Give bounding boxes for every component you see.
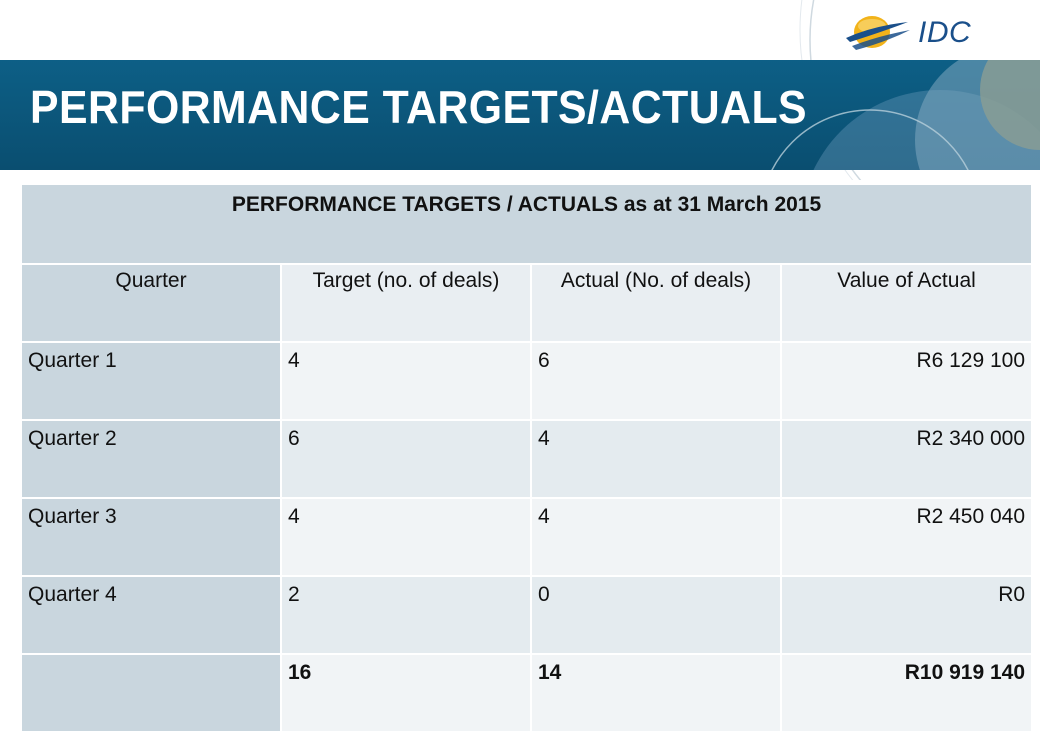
cell-total-actual: 14 [532, 655, 780, 731]
cell-actual: 4 [532, 499, 780, 575]
cell-actual: 4 [532, 421, 780, 497]
idc-swoosh-icon [846, 16, 910, 50]
total-row: 16 14 R10 919 140 [22, 655, 1032, 731]
cell-actual: 0 [532, 577, 780, 653]
cell-quarter: Quarter 1 [22, 343, 280, 419]
cell-value: R6 129 100 [782, 343, 1032, 419]
header-value: Value of Actual [782, 265, 1032, 341]
table-caption: PERFORMANCE TARGETS / ACTUALS as at 31 M… [22, 185, 1032, 263]
header-band [0, 60, 1040, 170]
table-row: Quarter 3 4 4 R2 450 040 [22, 499, 1032, 575]
cell-total-target: 16 [282, 655, 530, 731]
cell-target: 2 [282, 577, 530, 653]
cell-value: R2 340 000 [782, 421, 1032, 497]
cell-actual: 6 [532, 343, 780, 419]
table-row: Quarter 4 2 0 R0 [22, 577, 1032, 653]
cell-total-label [22, 655, 280, 731]
table-header-row: Quarter Target (no. of deals) Actual (No… [22, 265, 1032, 341]
cell-total-value: R10 919 140 [782, 655, 1032, 731]
cell-quarter: Quarter 4 [22, 577, 280, 653]
table-row: Quarter 1 4 6 R6 129 100 [22, 343, 1032, 419]
page-title: PERFORMANCE TARGETS/ACTUALS [30, 81, 808, 133]
table-row: Quarter 2 6 4 R2 340 000 [22, 421, 1032, 497]
idc-logo: IDC [842, 12, 971, 54]
cell-value: R2 450 040 [782, 499, 1032, 575]
header-actual: Actual (No. of deals) [532, 265, 780, 341]
cell-target: 4 [282, 343, 530, 419]
cell-quarter: Quarter 2 [22, 421, 280, 497]
cell-value: R0 [782, 577, 1032, 653]
cell-quarter: Quarter 3 [22, 499, 280, 575]
decorative-arcs [799, 0, 862, 180]
header-quarter: Quarter [22, 265, 280, 341]
cell-target: 4 [282, 499, 530, 575]
header-target: Target (no. of deals) [282, 265, 530, 341]
performance-table: PERFORMANCE TARGETS / ACTUALS as at 31 M… [20, 183, 1033, 733]
logo-text: IDC [918, 16, 972, 49]
cell-target: 6 [282, 421, 530, 497]
